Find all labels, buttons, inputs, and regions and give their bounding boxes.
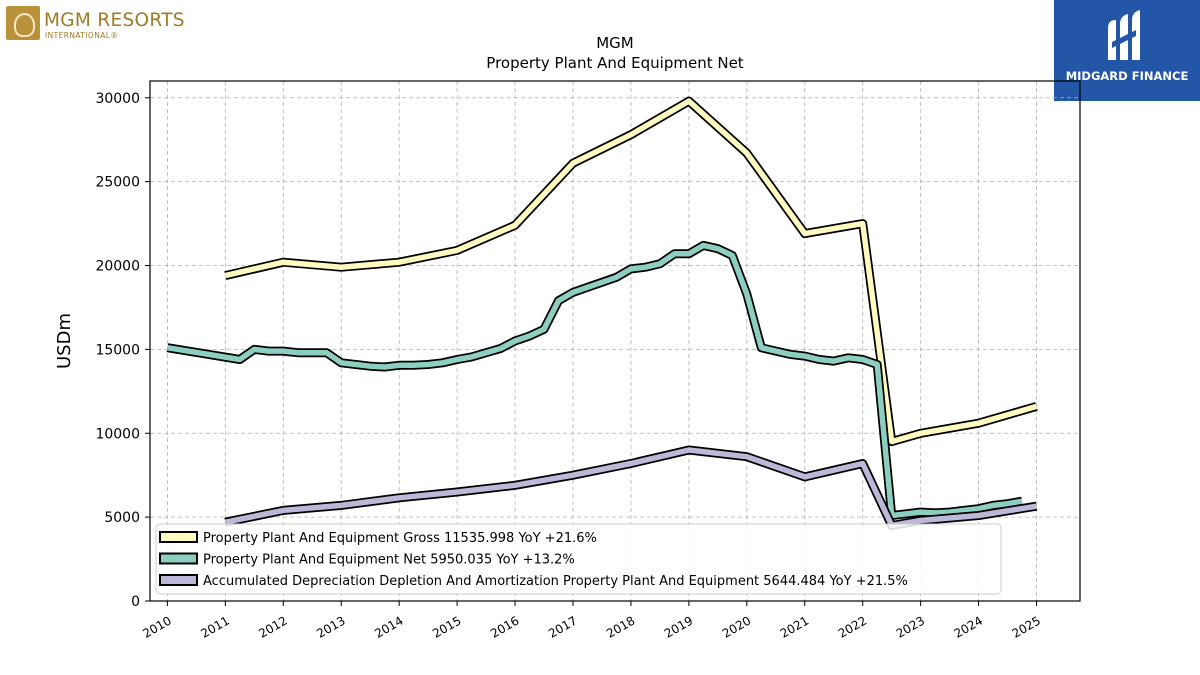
legend-swatch [159, 531, 198, 543]
x-tick-label: 2014 [372, 613, 405, 640]
y-tick-label: 15000 [95, 342, 140, 358]
y-tick-label: 20000 [95, 259, 140, 275]
x-tick-label: 2025 [1010, 613, 1043, 640]
y-tick-label: 30000 [95, 91, 140, 107]
x-tick-label: 2018 [604, 613, 637, 640]
midgard-logo-name: MIDGARD FINANCE [1065, 69, 1189, 83]
series-line [224, 447, 1037, 529]
x-tick-label: 2020 [720, 613, 753, 640]
legend-box [155, 523, 1002, 595]
series-3 [224, 445, 1038, 530]
mgm-lion-icon [6, 6, 40, 40]
x-tick-label: 2023 [894, 613, 927, 640]
x-tick-label: 2011 [198, 613, 231, 640]
y-tick-label: 5000 [104, 510, 140, 526]
y-tick-label: 10000 [95, 426, 140, 442]
plot-frame [149, 80, 1081, 602]
x-tick-label: 2016 [488, 613, 521, 640]
x-tick-label: 2022 [836, 613, 869, 640]
x-tick-label: 2024 [952, 613, 985, 640]
series-line [166, 242, 1023, 519]
axes: 0 5000 10000 15000 20000 25000 30000 2010 2011 20… [95, 91, 1043, 641]
midgard-finance-logo: MIDGARD FINANCE [1054, 0, 1200, 101]
legend-swatch [159, 552, 198, 565]
legend-entry: Property Plant And Equipment Net 5950.03… [203, 553, 575, 568]
x-tick-label: 2010 [140, 613, 173, 640]
x-tick-label: 2017 [546, 613, 579, 640]
mgm-logo-sub: INTERNATIONAL® [45, 31, 119, 40]
y-axis-label: USDm [54, 313, 75, 369]
x-tick-label: 2013 [314, 613, 347, 640]
series-lines [166, 96, 1038, 530]
legend: Property Plant And Equipment Gross 11535… [155, 523, 1002, 595]
legend-entry: Accumulated Depreciation Depletion And A… [203, 574, 908, 589]
legend-swatch [159, 574, 198, 586]
series-1 [224, 96, 1038, 447]
midgard-m-icon [1108, 10, 1140, 60]
series-line [224, 98, 1038, 445]
x-tick-label: 2012 [256, 613, 289, 640]
x-tick-label: 2015 [430, 613, 463, 640]
y-tick-label: 25000 [95, 175, 140, 191]
y-tick-label: 0 [131, 594, 140, 610]
chart-title: MGM [596, 34, 634, 52]
legend-entry: Property Plant And Equipment Gross 11535… [203, 531, 597, 546]
mgm-logo-name: MGM RESORTS [44, 10, 185, 31]
series-2 [166, 240, 1023, 520]
x-tick-label: 2019 [662, 613, 695, 640]
chart-subtitle: Property Plant And Equipment Net [486, 54, 743, 72]
mgm-resorts-logo: MGM RESORTS INTERNATIONAL® [6, 6, 196, 42]
x-tick-label: 2021 [778, 613, 811, 640]
